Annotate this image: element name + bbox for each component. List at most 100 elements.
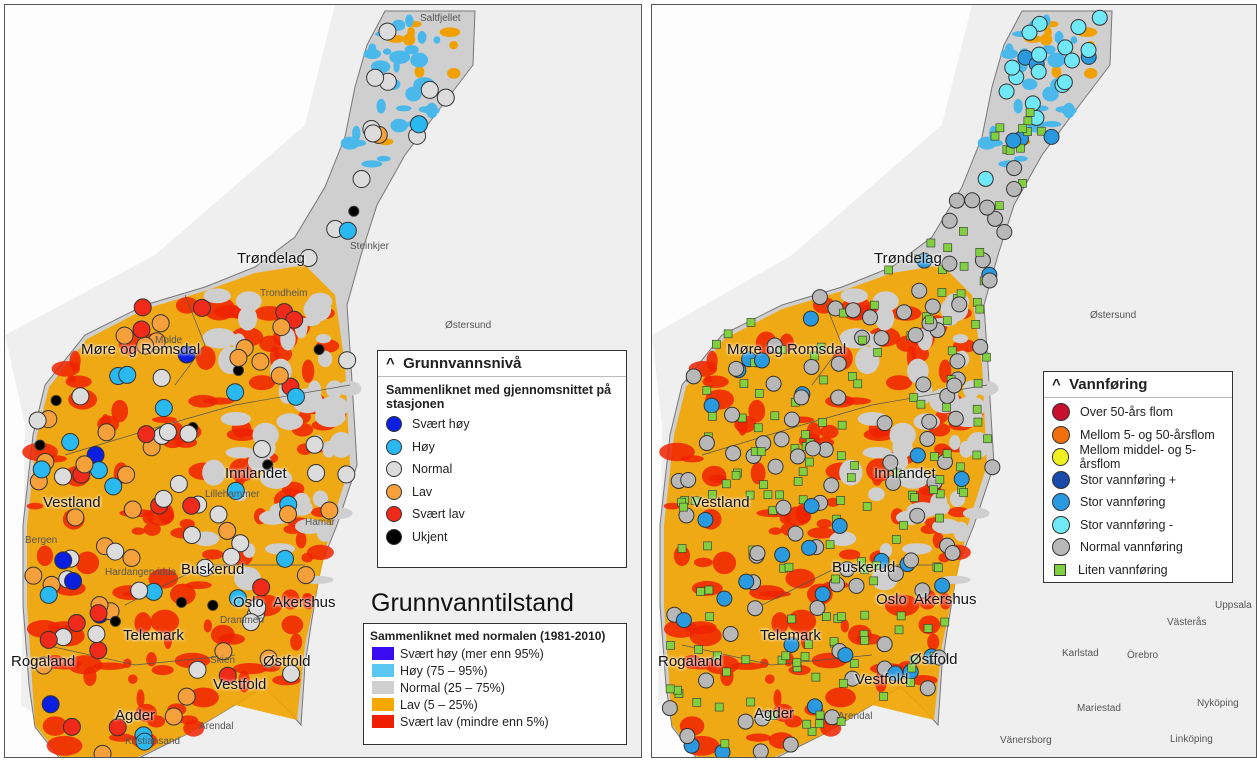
- place-label: Trøndelag: [874, 250, 942, 267]
- very-low-area: [290, 633, 303, 651]
- very-low-area: [136, 689, 145, 708]
- station: [982, 352, 991, 362]
- station: [903, 552, 920, 569]
- station: [836, 717, 846, 726]
- station: [934, 563, 943, 573]
- normal-area: [317, 350, 333, 368]
- state-legend: Sammenliknet med normalen (1981-2010) Sv…: [363, 623, 627, 745]
- legend-item: Normal (25 – 75%): [364, 679, 626, 696]
- station: [977, 170, 994, 187]
- station: [229, 348, 248, 367]
- place-label: Agder: [754, 705, 795, 722]
- station: [876, 636, 893, 653]
- station: [71, 387, 90, 406]
- station: [338, 351, 357, 370]
- station: [837, 451, 846, 461]
- station: [972, 450, 982, 460]
- very-low-area: [712, 551, 737, 575]
- station: [420, 80, 439, 99]
- legend-title[interactable]: ^ Grunnvannsnivå: [378, 351, 626, 377]
- place-label: Agder: [115, 707, 156, 724]
- place-label: Innlandet: [225, 465, 287, 482]
- station: [979, 199, 996, 216]
- station: [1006, 180, 1023, 197]
- high-area: [418, 106, 435, 113]
- station: [848, 372, 857, 381]
- right-map[interactable]: ^ Vannføring Over 50-års flom Mellom 5- o…: [651, 4, 1257, 758]
- legend-title[interactable]: ^ Vannføring: [1044, 372, 1232, 398]
- very-low-area: [295, 531, 307, 549]
- sea: [652, 5, 972, 335]
- high-area: [393, 59, 400, 73]
- station: [853, 379, 863, 389]
- station: [338, 221, 357, 240]
- very-low-area: [210, 624, 235, 645]
- place-label: Saltfjellet: [420, 13, 461, 24]
- station: [959, 261, 969, 271]
- place-label: Drammen: [220, 615, 264, 626]
- station: [1025, 108, 1035, 117]
- legend-swatch: [386, 528, 402, 545]
- station: [87, 625, 106, 644]
- legend-label: Ukjent: [412, 529, 448, 544]
- normal-area: [203, 288, 231, 304]
- legend-item: Over 50-års flom: [1044, 401, 1232, 424]
- normal-area: [202, 459, 226, 486]
- high-area: [404, 45, 419, 55]
- station: [53, 467, 72, 486]
- legend-item: Lav (5 – 25%): [364, 696, 626, 713]
- left-map[interactable]: ^ Grunnvannsnivå Sammenliknet med gjenno…: [4, 4, 642, 758]
- legend-label: Mellom middel- og 5-årsflom: [1079, 443, 1197, 472]
- legend-item: Mellom 5- og 50-årsflom: [1044, 424, 1232, 447]
- station: [907, 663, 916, 673]
- very-low-area: [939, 592, 950, 605]
- station: [783, 636, 800, 653]
- normal-area: [327, 393, 339, 416]
- station: [241, 613, 260, 632]
- very-low-area: [840, 397, 872, 405]
- very-low-area: [128, 674, 138, 684]
- very-low-area: [680, 455, 704, 463]
- place-label: Innlandet: [874, 465, 936, 482]
- station: [916, 399, 926, 409]
- legend-item: Stor vannføring -: [1044, 514, 1232, 537]
- normal-area: [220, 411, 251, 426]
- place-label: Trøndelag: [237, 250, 305, 267]
- station: [712, 339, 721, 349]
- place-label: Steinkjer: [350, 241, 389, 252]
- high-area: [417, 31, 427, 44]
- station: [775, 499, 792, 516]
- legend-item: Stor vannføring +: [1044, 469, 1232, 492]
- station: [188, 660, 207, 679]
- legend-swatch: [386, 461, 402, 478]
- normal-area: [829, 531, 857, 547]
- high-area: [1042, 86, 1059, 102]
- station: [804, 440, 821, 457]
- station: [209, 505, 228, 524]
- station: [28, 411, 47, 430]
- legend-label: Normal vannføring: [1080, 540, 1183, 555]
- very-low-area: [203, 619, 212, 633]
- high-area: [389, 50, 411, 64]
- legend-item: Normal vannføring: [1044, 536, 1232, 559]
- station: [803, 497, 820, 514]
- very-low-area: [42, 716, 68, 736]
- very-low-area: [826, 497, 840, 507]
- station: [1005, 132, 1022, 149]
- place-label: Lillehammer: [205, 489, 260, 500]
- station: [177, 345, 196, 364]
- station: [892, 535, 901, 544]
- station: [252, 578, 271, 597]
- very-low-area: [75, 551, 100, 575]
- station: [109, 615, 121, 627]
- station: [1091, 9, 1108, 26]
- station: [722, 667, 731, 677]
- station: [154, 489, 173, 508]
- normal-area: [862, 446, 892, 459]
- station: [64, 572, 83, 591]
- station: [89, 641, 108, 660]
- station: [789, 448, 806, 465]
- map-canvas: [652, 5, 1256, 757]
- very-low-area: [188, 687, 219, 708]
- normal-area: [293, 492, 311, 511]
